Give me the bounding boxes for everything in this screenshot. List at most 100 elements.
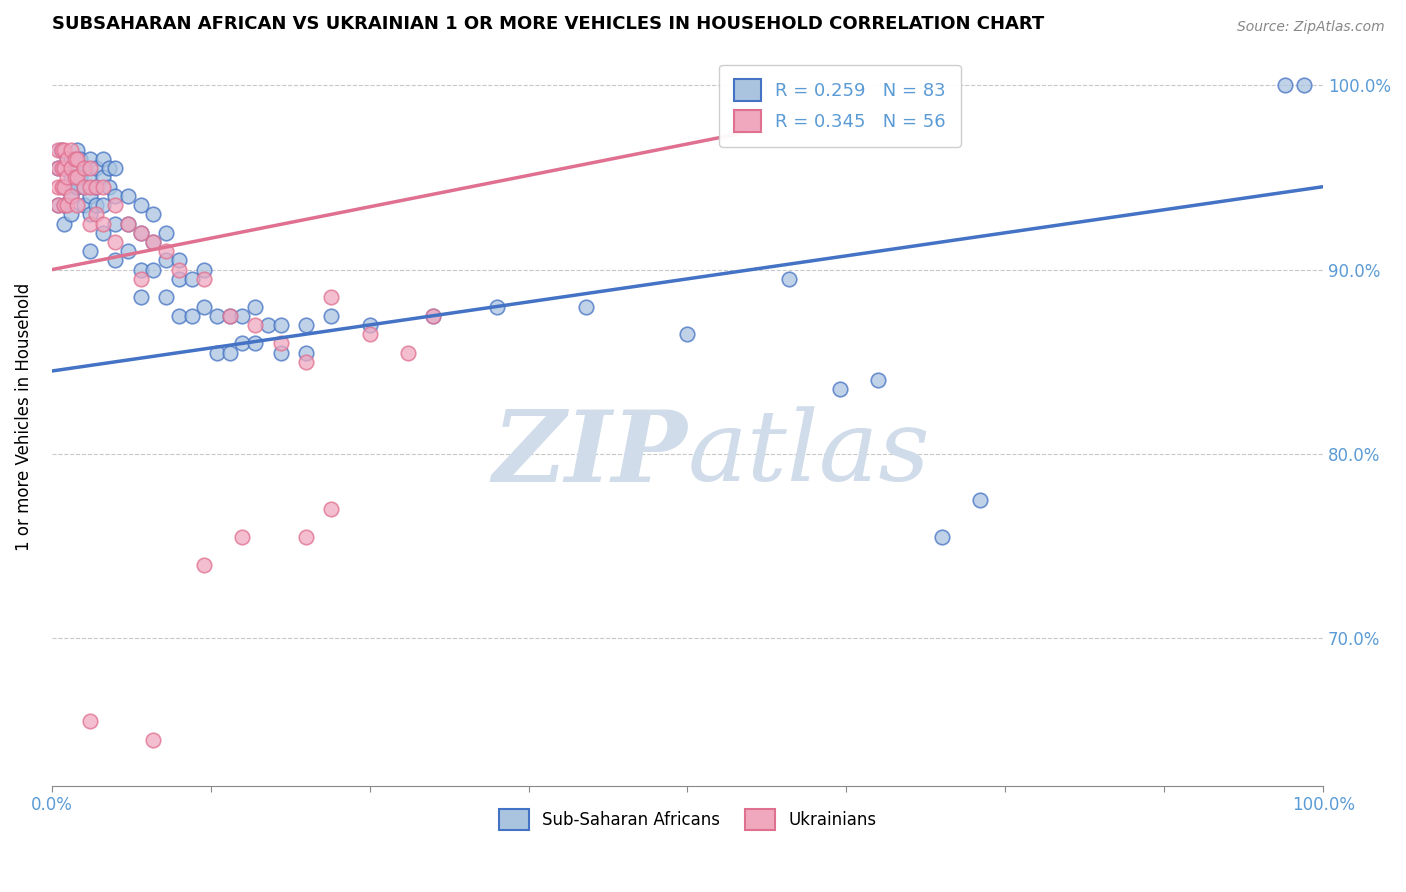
Point: [59, 161, 82, 176]
Point: [72, 179, 94, 194]
Point: [828, 383, 851, 397]
Point: [270, 345, 292, 359]
Point: [91, 198, 114, 212]
Point: [295, 355, 318, 369]
Point: [84, 161, 107, 176]
Point: [79, 152, 101, 166]
Point: [117, 217, 139, 231]
Point: [53, 179, 76, 194]
Point: [231, 336, 253, 351]
Point: [59, 143, 82, 157]
Point: [167, 262, 190, 277]
Point: [422, 309, 444, 323]
Point: [142, 732, 165, 747]
Point: [66, 179, 89, 194]
Point: [97, 161, 120, 176]
Point: [104, 198, 127, 212]
Point: [63, 170, 86, 185]
Point: [129, 226, 152, 240]
Point: [321, 290, 343, 304]
Point: [104, 253, 127, 268]
Point: [79, 189, 101, 203]
Point: [142, 262, 165, 277]
Text: ZIP: ZIP: [492, 406, 688, 502]
Point: [205, 309, 228, 323]
Point: [1294, 78, 1316, 93]
Point: [51, 143, 73, 157]
Point: [180, 272, 202, 286]
Point: [231, 530, 253, 544]
Point: [49, 143, 72, 157]
Point: [84, 207, 107, 221]
Point: [868, 373, 890, 387]
Point: [218, 309, 240, 323]
Point: [129, 290, 152, 304]
Point: [79, 244, 101, 259]
Point: [359, 327, 381, 342]
Point: [104, 189, 127, 203]
Point: [79, 714, 101, 729]
Legend: Sub-Saharan Africans, Ukrainians: Sub-Saharan Africans, Ukrainians: [492, 803, 883, 837]
Point: [129, 226, 152, 240]
Point: [51, 179, 73, 194]
Point: [193, 300, 215, 314]
Point: [129, 198, 152, 212]
Point: [422, 309, 444, 323]
Point: [59, 152, 82, 166]
Y-axis label: 1 or more Vehicles in Household: 1 or more Vehicles in Household: [15, 283, 32, 551]
Point: [56, 152, 79, 166]
Point: [321, 309, 343, 323]
Point: [79, 179, 101, 194]
Point: [72, 161, 94, 176]
Point: [59, 170, 82, 185]
Point: [396, 345, 419, 359]
Point: [59, 207, 82, 221]
Point: [676, 327, 699, 342]
Point: [53, 198, 76, 212]
Point: [193, 262, 215, 277]
Point: [104, 217, 127, 231]
Point: [46, 143, 69, 157]
Point: [53, 217, 76, 231]
Point: [66, 143, 89, 157]
Point: [46, 161, 69, 176]
Point: [46, 198, 69, 212]
Point: [69, 152, 91, 166]
Point: [231, 309, 253, 323]
Point: [243, 300, 266, 314]
Point: [91, 226, 114, 240]
Point: [167, 309, 190, 323]
Text: Source: ZipAtlas.com: Source: ZipAtlas.com: [1237, 20, 1385, 34]
Point: [129, 262, 152, 277]
Point: [270, 336, 292, 351]
Point: [321, 502, 343, 516]
Point: [91, 217, 114, 231]
Point: [969, 493, 991, 508]
Point: [79, 207, 101, 221]
Point: [193, 272, 215, 286]
Point: [63, 152, 86, 166]
Point: [218, 345, 240, 359]
Point: [142, 235, 165, 249]
Point: [129, 272, 152, 286]
Point: [485, 300, 508, 314]
Point: [59, 189, 82, 203]
Point: [84, 179, 107, 194]
Text: SUBSAHARAN AFRICAN VS UKRAINIAN 1 OR MORE VEHICLES IN HOUSEHOLD CORRELATION CHAR: SUBSAHARAN AFRICAN VS UKRAINIAN 1 OR MOR…: [52, 15, 1045, 33]
Point: [66, 170, 89, 185]
Point: [117, 189, 139, 203]
Point: [205, 345, 228, 359]
Point: [56, 152, 79, 166]
Point: [53, 179, 76, 194]
Point: [142, 235, 165, 249]
Point: [155, 290, 177, 304]
Point: [270, 318, 292, 332]
Point: [84, 198, 107, 212]
Point: [91, 170, 114, 185]
Point: [104, 235, 127, 249]
Point: [1274, 78, 1296, 93]
Point: [79, 170, 101, 185]
Point: [778, 272, 800, 286]
Point: [46, 179, 69, 194]
Point: [79, 161, 101, 176]
